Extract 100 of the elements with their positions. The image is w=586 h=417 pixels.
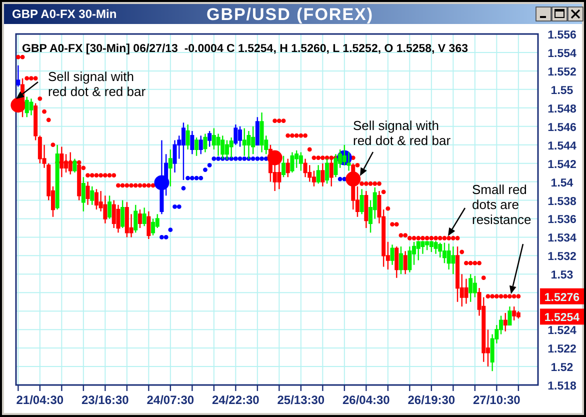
annotation: Sell signal with red dot & red bar [48, 69, 146, 99]
x-tick-label: 23/16:30 [81, 393, 130, 407]
y-tick-label: 1.548 [548, 103, 577, 116]
x-tick-label: 21/04:30 [16, 393, 64, 407]
candlestick [472, 275, 477, 298]
candlestick [468, 274, 473, 302]
candlestick [298, 152, 303, 172]
point [260, 156, 264, 161]
y-tick-label: 1.52 [550, 362, 574, 374]
annotation: Small red dots are resistance [472, 182, 532, 227]
candlestick [403, 250, 408, 275]
candlestick [364, 190, 368, 229]
candlestick [408, 246, 412, 273]
candlestick [220, 135, 225, 160]
candlestick [24, 96, 29, 118]
point [176, 204, 182, 209]
candlestick [508, 306, 512, 326]
y-tick-label: 1.538 [548, 196, 577, 208]
point [190, 176, 194, 180]
candlestick [108, 195, 112, 220]
candlestick [434, 240, 438, 254]
x-tick-label: 24/07:30 [146, 393, 194, 407]
candlestick [134, 204, 138, 234]
candlestick [446, 243, 451, 270]
point [250, 156, 256, 161]
candlestick [168, 148, 172, 188]
y-tick-label: 1.552 [548, 66, 576, 78]
point [238, 156, 242, 161]
y-tick-label: 1.544 [548, 140, 577, 152]
y-tick-label: 1.554 [548, 48, 577, 60]
candlestick [456, 246, 460, 302]
candlestick [286, 158, 290, 178]
candlestick [394, 246, 399, 278]
candlestick [120, 200, 125, 229]
x-tick-label: 26/19:30 [408, 393, 456, 407]
y-tick-label: 1.54 [550, 177, 574, 190]
candlestick [142, 207, 146, 227]
point [164, 235, 168, 240]
candlestick [512, 306, 516, 321]
candlestick [234, 124, 238, 146]
point [203, 168, 208, 172]
candlestick [303, 158, 308, 178]
candlestick [86, 181, 90, 206]
candlestick [151, 218, 156, 236]
candlestick [451, 246, 456, 275]
candlestick [290, 152, 294, 174]
y-tick-label: 1.542 [548, 158, 576, 171]
candlestick [172, 140, 177, 174]
y-tick-label: 1.518 [548, 380, 577, 392]
chart-title: GBP/USD (FOREX) [206, 5, 374, 24]
candlestick [81, 176, 86, 212]
y-tick-label: 1.534 [548, 232, 577, 245]
annotation: 1.5276 [544, 292, 580, 304]
candlestick [390, 244, 394, 266]
candlestick [246, 130, 251, 160]
chart-subtitle: GBP A0-FX 30-Min [12, 7, 117, 21]
y-tick-label: 1.546 [548, 122, 576, 134]
point [181, 186, 186, 190]
x-tick-label: 27/10:30 [472, 393, 521, 407]
y-tick-label: 1.556 [548, 30, 576, 42]
annotation: 1.5254 [544, 312, 580, 324]
candlestick [516, 310, 520, 320]
candlestick [203, 133, 208, 153]
candlestick [464, 278, 468, 304]
point [242, 156, 247, 161]
candlestick [282, 155, 286, 178]
candlestick [16, 64, 20, 88]
candlestick [320, 162, 325, 188]
candlestick [146, 210, 151, 240]
point [172, 204, 177, 209]
candlestick [138, 208, 142, 229]
x-tick-label: 24/22:30 [212, 393, 260, 407]
point [194, 176, 199, 180]
candlestick [316, 164, 320, 184]
y-tick-label: 1.532 [548, 251, 576, 264]
candlestick [194, 136, 199, 157]
y-tick-label: 1.522 [548, 344, 576, 356]
y-tick-label: 1.536 [548, 214, 576, 226]
annotation: GBP A0-FX [30-Min] 06/27/13 -0.0004 C 1.5254, H 1.5260, L 1.5252, O 1.5258, V 363 [22, 43, 468, 55]
candlestick [198, 135, 203, 155]
candlestick [190, 130, 194, 155]
point [186, 176, 190, 180]
point [216, 156, 220, 161]
x-tick-label: 25/13:30 [277, 393, 325, 407]
candlestick [90, 186, 94, 206]
candlestick [503, 312, 508, 332]
candlestick [255, 116, 260, 146]
point [338, 176, 342, 182]
point [255, 156, 260, 161]
annotation: Sell signal with red dot & red bar [353, 118, 452, 148]
candlestick [29, 98, 34, 116]
y-tick-label: 1.55 [550, 84, 574, 97]
point [168, 228, 173, 232]
y-tick-label: 1.53 [550, 270, 574, 282]
point [198, 176, 204, 180]
point [207, 162, 212, 168]
candlestick [360, 188, 364, 215]
candlestick [416, 240, 420, 261]
point [233, 156, 238, 161]
y-tick-label: 1.524 [548, 325, 577, 338]
